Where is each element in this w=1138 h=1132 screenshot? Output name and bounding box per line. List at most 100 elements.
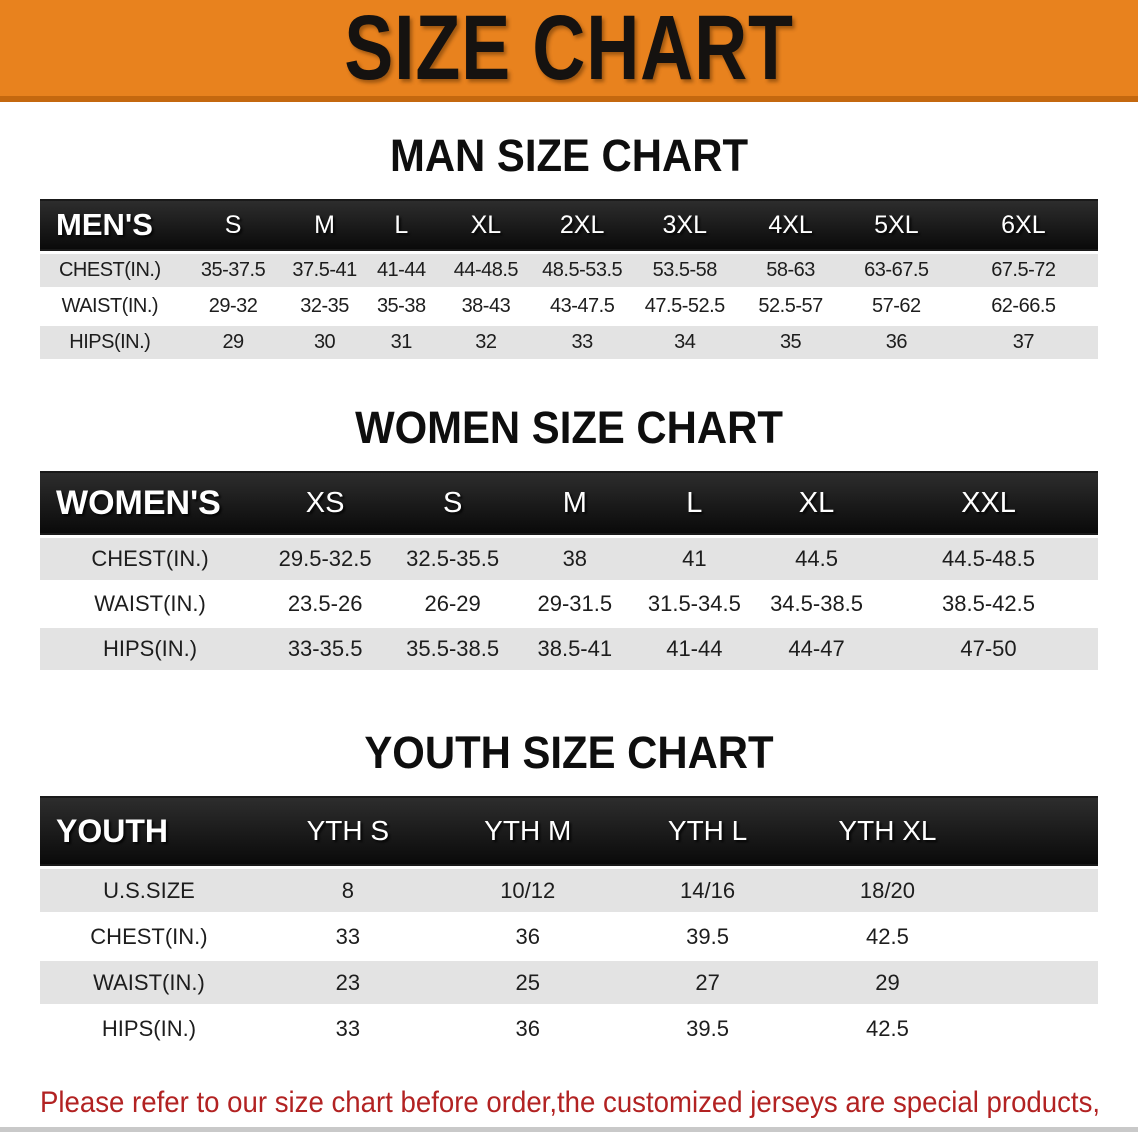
- table-cell: 44-47: [754, 628, 879, 670]
- table-cell: 31: [362, 326, 440, 359]
- column-header: 5XL: [843, 199, 949, 251]
- column-header: 3XL: [632, 199, 738, 251]
- table-row: U.S.SIZE 8 10/12 14/16 18/20: [40, 869, 1098, 912]
- table-cell: 8: [257, 869, 438, 912]
- women-size-table: WOMEN'S XS S M L XL XXL CHEST(IN.) 29.5-32.5 32.…: [40, 468, 1098, 673]
- men-size-table: MEN'S S M L XL 2XL 3XL 4XL 5XL 6XL CHEST(IN.) 35-3…: [40, 196, 1098, 362]
- table-header-label: MEN'S: [40, 199, 180, 251]
- table-cell: 34.5-38.5: [754, 583, 879, 625]
- table-cell: 10/12: [437, 869, 618, 912]
- women-size-chart-heading: WOMEN SIZE CHART: [355, 402, 783, 453]
- table-cell: 67.5-72: [948, 254, 1098, 287]
- youth-size-table: YOUTH YTH S YTH M YTH L YTH XL U.S.SIZE 8 10/1…: [40, 793, 1098, 1053]
- table-cell: 33: [257, 1007, 438, 1050]
- disclaimer-text: Please refer to our size chart before or…: [40, 1079, 1138, 1132]
- table-cell: 23: [257, 961, 438, 1004]
- table-cell: 41-44: [362, 254, 440, 287]
- table-cell: 38.5-42.5: [878, 583, 1098, 625]
- column-header: L: [634, 471, 755, 535]
- table-cell: 36: [437, 1007, 618, 1050]
- table-cell: 33-35.5: [260, 628, 391, 670]
- table-cell: 32: [439, 326, 532, 359]
- table-cell: 41: [634, 538, 755, 580]
- table-cell: [977, 869, 1098, 912]
- bottom-edge-strip: [0, 1127, 1138, 1132]
- column-header: YTH XL: [797, 796, 978, 866]
- table-cell: 63-67.5: [843, 254, 949, 287]
- row-label: WAIST(IN.): [40, 961, 258, 1004]
- table-cell: 48.5-53.5: [531, 254, 633, 287]
- table-cell: [977, 915, 1098, 958]
- column-header: XS: [260, 471, 391, 535]
- table-row: CHEST(IN.) 35-37.5 37.5-41 41-44 44-48.5 48.5…: [40, 254, 1098, 287]
- table-cell: 35.5-38.5: [390, 628, 516, 670]
- youth-size-chart-heading: YOUTH SIZE CHART: [364, 727, 774, 778]
- column-header: 2XL: [531, 199, 633, 251]
- table-cell: 29: [797, 961, 978, 1004]
- column-header: YTH L: [617, 796, 798, 866]
- table-cell: 33: [257, 915, 438, 958]
- column-header: L: [362, 199, 440, 251]
- row-label: CHEST(IN.): [40, 915, 258, 958]
- table-cell: 27: [617, 961, 798, 1004]
- row-label: U.S.SIZE: [40, 869, 258, 912]
- disclaimer-line-1: Please refer to our size chart before or…: [40, 1086, 1101, 1119]
- table-row: CHEST(IN.) 29.5-32.5 32.5-35.5 38 41 44.5 44.5…: [40, 538, 1098, 580]
- table-cell: 36: [843, 326, 949, 359]
- table-cell: 25: [437, 961, 618, 1004]
- table-cell: 37.5-41: [286, 254, 363, 287]
- table-header-label: WOMEN'S: [40, 471, 261, 535]
- row-label: HIPS(IN.): [40, 326, 180, 359]
- row-label: CHEST(IN.): [40, 538, 261, 580]
- table-cell: 58-63: [737, 254, 844, 287]
- table-cell: 62-66.5: [948, 290, 1098, 323]
- column-header: XXL: [878, 471, 1098, 535]
- column-header: XL: [439, 199, 532, 251]
- table-cell: 30: [286, 326, 363, 359]
- table-cell: 29-32: [179, 290, 287, 323]
- column-header: S: [179, 199, 287, 251]
- table-cell: 14/16: [617, 869, 798, 912]
- table-row: HIPS(IN.) 33 36 39.5 42.5: [40, 1007, 1098, 1050]
- youth-header-row: YOUTH YTH S YTH M YTH L YTH XL: [40, 796, 1098, 866]
- table-header-label: YOUTH: [40, 796, 258, 866]
- column-header: 6XL: [948, 199, 1098, 251]
- women-header-row: WOMEN'S XS S M L XL XXL: [40, 471, 1098, 535]
- column-header: 4XL: [737, 199, 844, 251]
- table-row: WAIST(IN.) 23.5-26 26-29 29-31.5 31.5-34.5 34…: [40, 583, 1098, 625]
- table-row: HIPS(IN.) 33-35.5 35.5-38.5 38.5-41 41-44 44-…: [40, 628, 1098, 670]
- table-cell: 18/20: [797, 869, 978, 912]
- table-cell: 47.5-52.5: [632, 290, 738, 323]
- column-header: [977, 796, 1098, 866]
- row-label: CHEST(IN.): [40, 254, 180, 287]
- table-cell: 35: [737, 326, 844, 359]
- table-cell: 38: [515, 538, 635, 580]
- row-label: WAIST(IN.): [40, 290, 180, 323]
- row-label: HIPS(IN.): [40, 1007, 258, 1050]
- table-cell: 44.5: [754, 538, 879, 580]
- table-row: WAIST(IN.) 29-32 32-35 35-38 38-43 43-47.5 47.…: [40, 290, 1098, 323]
- banner-title: SIZE CHART: [344, 0, 794, 99]
- table-cell: 38.5-41: [515, 628, 635, 670]
- column-header: S: [390, 471, 516, 535]
- table-cell: 23.5-26: [260, 583, 391, 625]
- table-cell: 52.5-57: [737, 290, 844, 323]
- row-label: HIPS(IN.): [40, 628, 261, 670]
- column-header: XL: [754, 471, 879, 535]
- table-cell: 33: [531, 326, 633, 359]
- table-cell: 37: [948, 326, 1098, 359]
- table-cell: [977, 1007, 1098, 1050]
- table-cell: 42.5: [797, 1007, 978, 1050]
- table-cell: 32.5-35.5: [390, 538, 516, 580]
- table-cell: 29: [179, 326, 287, 359]
- table-cell: 57-62: [843, 290, 949, 323]
- column-header: YTH M: [437, 796, 618, 866]
- table-cell: 35-38: [362, 290, 440, 323]
- size-chart-banner: SIZE CHART: [0, 0, 1138, 102]
- table-cell: 29-31.5: [515, 583, 635, 625]
- table-cell: 53.5-58: [632, 254, 738, 287]
- table-cell: 39.5: [617, 915, 798, 958]
- row-label: WAIST(IN.): [40, 583, 261, 625]
- table-cell: 29.5-32.5: [260, 538, 391, 580]
- column-header: M: [515, 471, 635, 535]
